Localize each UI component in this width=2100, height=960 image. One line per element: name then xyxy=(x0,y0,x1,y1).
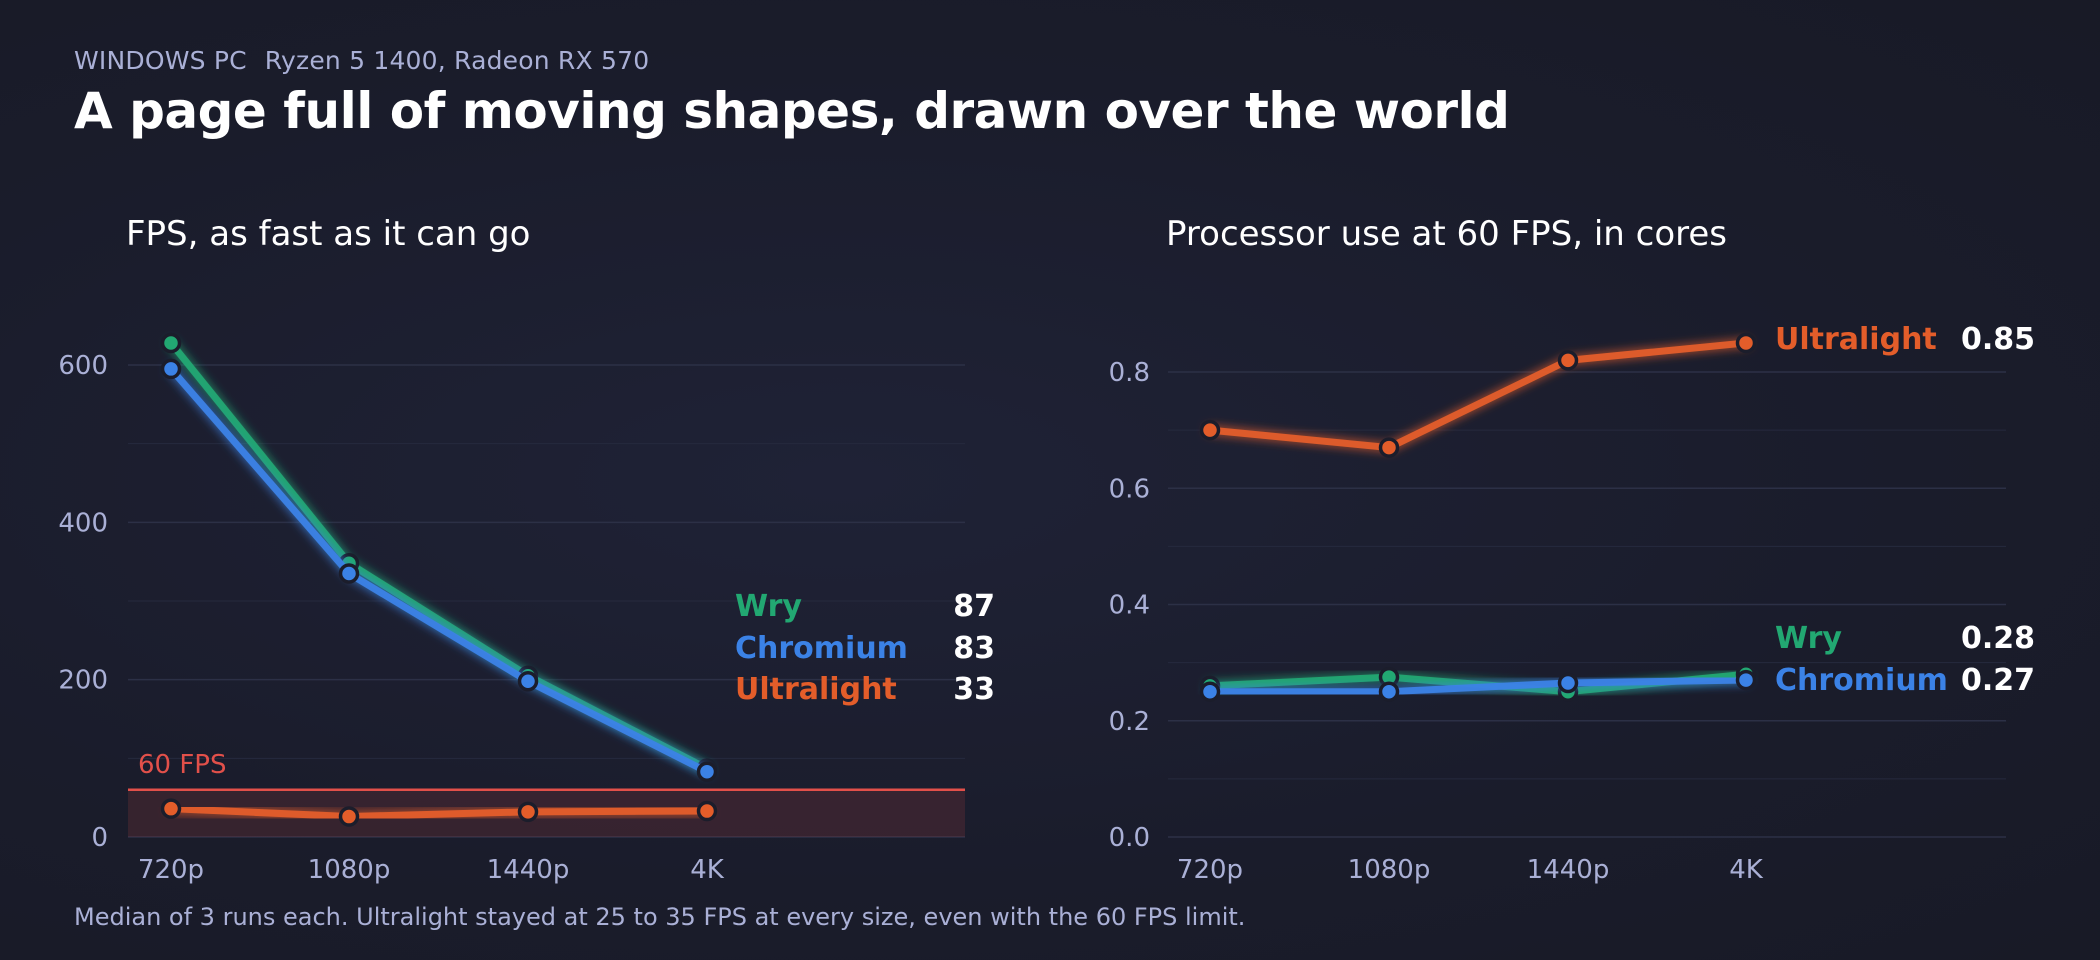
cpu-chart: 0.0 0.2 0.4 0.6 0.8 720p 1080p 1440p 4K Ultraligh… xyxy=(1109,322,2035,885)
data-point-chromium xyxy=(1557,672,1579,694)
series-line-ultralight xyxy=(167,805,711,821)
series-end-value-wry: 0.28 xyxy=(1961,621,2035,656)
y-tick-label: 600 xyxy=(58,351,108,381)
series-label-ultralight: Ultralight xyxy=(1775,322,1937,357)
series-label-chromium: Chromium xyxy=(735,631,908,666)
data-point-ultralight xyxy=(1378,437,1400,458)
series-end-value-chromium: 83 xyxy=(953,631,995,666)
series-line-wry xyxy=(167,339,711,773)
y-tick-label: 0.0 xyxy=(1109,823,1150,853)
x-tick-label: 720p xyxy=(1177,855,1243,885)
x-tick-label: 1440p xyxy=(487,855,570,885)
series-label-ultralight: Ultralight xyxy=(735,672,897,707)
data-point-chromium xyxy=(338,563,360,584)
x-tick-label: 1440p xyxy=(1527,855,1610,885)
eyebrow: WINDOWS PC Ryzen 5 1400, Radeon RX 570 xyxy=(74,46,649,75)
data-point-ultralight xyxy=(1735,332,1757,354)
series-line-chromium xyxy=(167,365,711,776)
series-line-ultralight xyxy=(1206,339,1750,452)
data-point-wry xyxy=(160,332,182,354)
x-tick-label: 720p xyxy=(138,855,204,885)
series-label-wry: Wry xyxy=(735,589,802,624)
fps-chart: 0 200 400 600 720p 1080p 1440p 4K 60 FPS Wry 87 Chr… xyxy=(58,332,995,885)
x-tick-label: 4K xyxy=(1729,855,1764,885)
series-end-value-ultralight: 0.85 xyxy=(1961,322,2035,357)
y-tick-label: 400 xyxy=(58,508,108,538)
footnote: Median of 3 runs each. Ultralight stayed… xyxy=(74,903,1246,931)
x-tick-label: 4K xyxy=(690,855,725,885)
series-label-wry: Wry xyxy=(1775,621,1842,656)
platform-label: WINDOWS PC xyxy=(74,46,247,75)
series-end-value-ultralight: 33 xyxy=(953,672,995,707)
cpu-chart-title: Processor use at 60 FPS, in cores xyxy=(1166,214,1728,254)
y-tick-label: 0.8 xyxy=(1109,358,1150,388)
data-point-ultralight xyxy=(517,801,539,823)
y-tick-label: 0.4 xyxy=(1109,591,1150,621)
series-label-chromium: Chromium xyxy=(1775,663,1948,698)
data-point-ultralight xyxy=(696,800,718,822)
data-point-chromium xyxy=(1378,681,1400,702)
fps-chart-title: FPS, as fast as it can go xyxy=(126,214,531,254)
data-point-ultralight xyxy=(338,806,360,827)
x-tick-label: 1080p xyxy=(308,855,391,885)
series-line-chromium xyxy=(1206,676,1750,696)
series-end-value-chromium: 0.27 xyxy=(1961,663,2035,698)
reference-line-label: 60 FPS xyxy=(138,750,227,780)
data-point-ultralight xyxy=(1199,419,1221,441)
y-tick-label: 200 xyxy=(58,666,108,696)
data-point-chromium xyxy=(160,358,182,380)
hardware-label: Ryzen 5 1400, Radeon RX 570 xyxy=(264,46,650,75)
y-tick-label: 0.2 xyxy=(1109,707,1150,737)
series-end-value-wry: 87 xyxy=(953,589,995,624)
data-point-chromium xyxy=(517,670,539,692)
data-point-chromium xyxy=(1199,681,1221,702)
data-point-ultralight xyxy=(1557,350,1579,371)
y-tick-label: 0 xyxy=(91,823,108,853)
data-point-chromium xyxy=(1735,669,1757,691)
y-tick-label: 0.6 xyxy=(1109,474,1150,504)
data-point-ultralight xyxy=(160,798,182,819)
x-tick-label: 1080p xyxy=(1348,855,1431,885)
page-title: A page full of moving shapes, drawn over… xyxy=(74,82,1510,140)
data-point-chromium xyxy=(696,761,718,782)
